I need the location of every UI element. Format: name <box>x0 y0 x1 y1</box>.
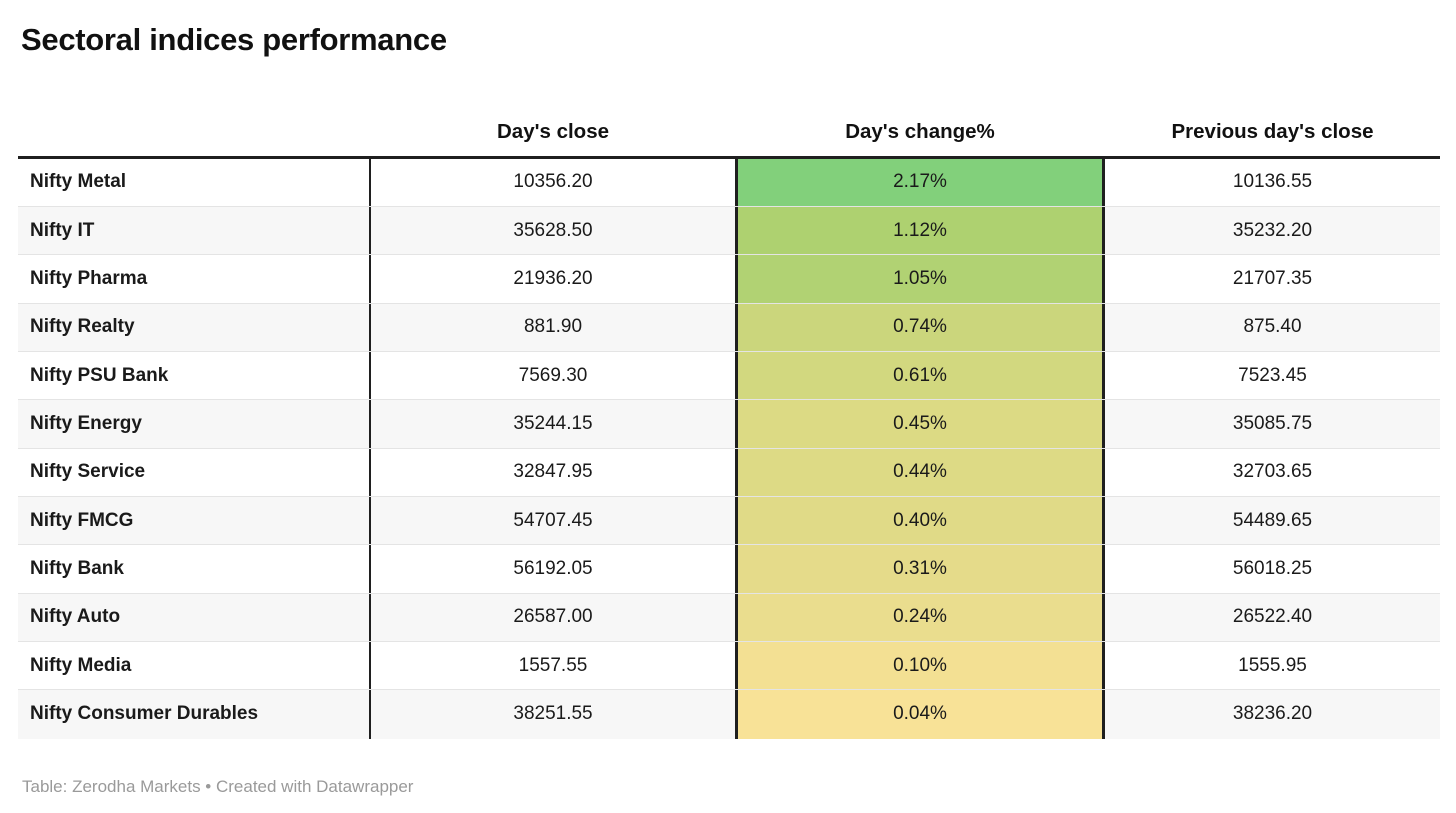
days-change-value: 0.61% <box>735 351 1105 400</box>
previous-days-close-value: 56018.25 <box>1232 557 1313 579</box>
row-label: Nifty Service <box>18 448 371 496</box>
table-row: Nifty Service 32847.95 0.44% 32703.65 <box>18 448 1440 497</box>
previous-days-close-value: 32703.65 <box>1232 461 1313 483</box>
row-label: Nifty FMCG <box>18 496 371 545</box>
page-title: Sectoral indices performance <box>21 22 447 57</box>
previous-days-close-value: 54489.65 <box>1232 509 1313 531</box>
row-label: Nifty IT <box>18 206 371 255</box>
days-close-value: 881.90 <box>523 316 583 338</box>
table-row: Nifty Media 1557.55 0.10% 1555.95 <box>18 641 1440 691</box>
table-row: Nifty Bank 56192.05 0.31% 56018.25 <box>18 545 1440 594</box>
days-close-value: 54707.45 <box>513 509 593 531</box>
days-change-value: 1.05% <box>735 255 1105 303</box>
days-change-value: 0.45% <box>735 400 1105 448</box>
table-row: Nifty FMCG 54707.45 0.40% 54489.65 <box>18 496 1440 546</box>
row-label: Nifty Pharma <box>18 255 371 303</box>
table-row: Nifty Metal 10356.20 2.17% 10136.55 <box>18 158 1440 207</box>
previous-days-close-value: 21707.35 <box>1232 267 1313 289</box>
table-row: Nifty IT 35628.50 1.12% 35232.20 <box>18 206 1440 256</box>
previous-days-close-value: 35232.20 <box>1232 219 1313 241</box>
previous-days-close-value: 26522.40 <box>1232 606 1313 628</box>
row-label: Nifty PSU Bank <box>18 351 371 400</box>
table-row: Nifty Auto 26587.00 0.24% 26522.40 <box>18 593 1440 642</box>
previous-days-close-value: 35085.75 <box>1232 412 1313 434</box>
previous-days-close-value: 38236.20 <box>1232 703 1313 725</box>
table-row: Nifty Energy 35244.15 0.45% 35085.75 <box>18 400 1440 449</box>
row-label: Nifty Media <box>18 641 371 690</box>
days-change-value: 0.10% <box>735 641 1105 690</box>
row-label: Nifty Bank <box>18 545 371 593</box>
days-change-value: 1.12% <box>735 206 1105 255</box>
table-body: Nifty Metal 10356.20 2.17% 10136.55 Nift… <box>18 158 1440 739</box>
header-days-change: Day's change% <box>845 119 995 143</box>
days-close-value: 7569.30 <box>518 364 588 386</box>
table-row: Nifty Realty 881.90 0.74% 875.40 <box>18 303 1440 352</box>
row-label: Nifty Auto <box>18 593 371 641</box>
row-label: Nifty Metal <box>18 158 371 206</box>
days-close-value: 26587.00 <box>513 606 593 628</box>
days-change-value: 2.17% <box>735 158 1105 206</box>
previous-days-close-value: 875.40 <box>1243 316 1302 338</box>
days-change-value: 0.31% <box>735 545 1105 593</box>
table-row: Nifty Pharma 21936.20 1.05% 21707.35 <box>18 255 1440 304</box>
table-header-row: Day's close Day's change% Previous day's… <box>18 58 1440 159</box>
days-close-value: 35244.15 <box>513 412 593 434</box>
header-previous-days-close: Previous day's close <box>1171 119 1374 143</box>
days-close-value: 38251.55 <box>513 703 593 725</box>
days-close-value: 35628.50 <box>513 219 593 241</box>
table-row: Nifty PSU Bank 7569.30 0.61% 7523.45 <box>18 351 1440 401</box>
days-change-value: 0.24% <box>735 593 1105 641</box>
days-close-value: 56192.05 <box>513 557 593 579</box>
days-close-value: 1557.55 <box>518 654 588 676</box>
table-row: Nifty Consumer Durables 38251.55 0.04% 3… <box>18 690 1440 739</box>
table-footer-credit: Table: Zerodha Markets • Created with Da… <box>22 776 414 796</box>
days-change-value: 0.44% <box>735 448 1105 496</box>
previous-days-close-value: 1555.95 <box>1238 654 1307 676</box>
previous-days-close-value: 7523.45 <box>1238 364 1307 386</box>
days-close-value: 32847.95 <box>513 461 593 483</box>
days-close-value: 21936.20 <box>513 267 593 289</box>
days-change-value: 0.04% <box>735 690 1105 739</box>
row-label: Nifty Realty <box>18 303 371 351</box>
row-label: Nifty Consumer Durables <box>18 690 371 739</box>
header-days-close: Day's close <box>497 119 609 143</box>
row-label: Nifty Energy <box>18 400 371 448</box>
days-change-value: 0.40% <box>735 496 1105 545</box>
previous-days-close-value: 10136.55 <box>1232 171 1313 193</box>
days-close-value: 10356.20 <box>513 171 593 193</box>
days-change-value: 0.74% <box>735 303 1105 351</box>
